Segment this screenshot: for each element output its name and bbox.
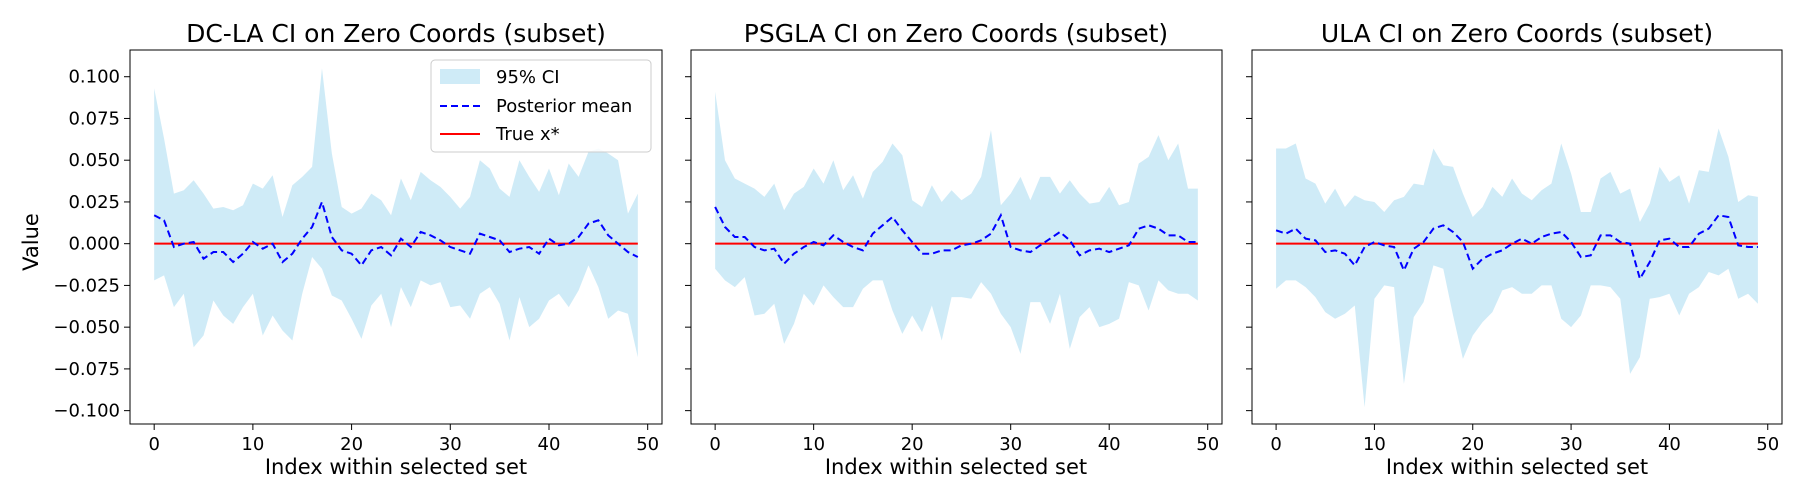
panel-title: PSGLA CI on Zero Coords (subset) bbox=[744, 19, 1168, 48]
y-tick-label: 0.075 bbox=[68, 108, 120, 129]
x-tick-label: 40 bbox=[1658, 434, 1681, 455]
x-tick-label: 0 bbox=[1270, 434, 1281, 455]
legend-ci-swatch bbox=[440, 69, 480, 84]
plot-area: 0 10 20 30 40 50 −0.100 −0.075 −0.050 −0.025 0.000… bbox=[53, 49, 663, 455]
y-tick-label: −0.075 bbox=[53, 359, 120, 380]
y-tick-label: −0.025 bbox=[53, 275, 120, 296]
y-tick-label: 0.100 bbox=[68, 67, 120, 88]
panel-title: ULA CI on Zero Coords (subset) bbox=[1321, 19, 1713, 48]
posterior-mean-line bbox=[153, 198, 639, 268]
x-tick-label: 50 bbox=[1756, 434, 1779, 455]
x-tick-label: 30 bbox=[1560, 434, 1583, 455]
panel-psgla: PSGLA CI on Zero Coords (subset) Index w… bbox=[685, 19, 1223, 479]
y-tick-label: 0.025 bbox=[68, 192, 120, 213]
x-tick-label: 50 bbox=[636, 434, 659, 455]
panel-ula: ULA CI on Zero Coords (subset) Index wit… bbox=[1246, 19, 1783, 479]
x-tick-label: 30 bbox=[439, 434, 462, 455]
x-axis-label: Index within selected set bbox=[265, 455, 527, 479]
x-tick-label: 0 bbox=[709, 434, 720, 455]
legend-label-ci: 95% CI bbox=[496, 67, 560, 88]
x-tick-label: 40 bbox=[538, 434, 561, 455]
x-axis-label: Index within selected set bbox=[1386, 455, 1648, 479]
legend-label-mean: Posterior mean bbox=[496, 96, 632, 117]
legend-frame bbox=[430, 59, 652, 153]
x-tick-label: 20 bbox=[340, 434, 363, 455]
y-tick-label: −0.100 bbox=[53, 401, 120, 422]
panel-dc-la: DC-LA CI on Zero Coords (subset) Index w… bbox=[53, 19, 663, 479]
x-tick-label: 0 bbox=[148, 434, 159, 455]
y-tick-label: 0.050 bbox=[68, 150, 120, 171]
x-axis-label: Index within selected set bbox=[825, 455, 1087, 479]
axes-frame bbox=[129, 49, 663, 425]
x-tick-label: 20 bbox=[1461, 434, 1484, 455]
axes-frame bbox=[1251, 49, 1783, 425]
y-axis-label: Value bbox=[19, 213, 43, 271]
axes-frame bbox=[690, 49, 1223, 425]
x-tick-label: 10 bbox=[802, 434, 825, 455]
x-tick-label: 30 bbox=[999, 434, 1022, 455]
x-tick-label: 50 bbox=[1196, 434, 1219, 455]
legend-label-true: True x* bbox=[495, 124, 560, 145]
ci-band bbox=[715, 91, 1198, 354]
ci-band bbox=[154, 68, 638, 358]
panel-title: DC-LA CI on Zero Coords (subset) bbox=[186, 19, 606, 48]
legend: 95% CI Posterior mean True x* bbox=[430, 59, 652, 153]
x-tick-label: 20 bbox=[901, 434, 924, 455]
plot-area: 0 10 20 30 40 50 bbox=[1246, 49, 1783, 455]
x-tick-label: 40 bbox=[1098, 434, 1121, 455]
ci-band bbox=[1276, 128, 1758, 408]
x-tick-label: 10 bbox=[241, 434, 264, 455]
posterior-mean-line bbox=[1275, 214, 1758, 282]
plot-area: 0 10 20 30 40 50 bbox=[685, 49, 1223, 455]
posterior-mean-line bbox=[714, 206, 1198, 266]
y-tick-label: −0.050 bbox=[53, 317, 120, 338]
x-tick-label: 10 bbox=[1363, 434, 1386, 455]
y-tick-label: 0.000 bbox=[68, 234, 120, 255]
